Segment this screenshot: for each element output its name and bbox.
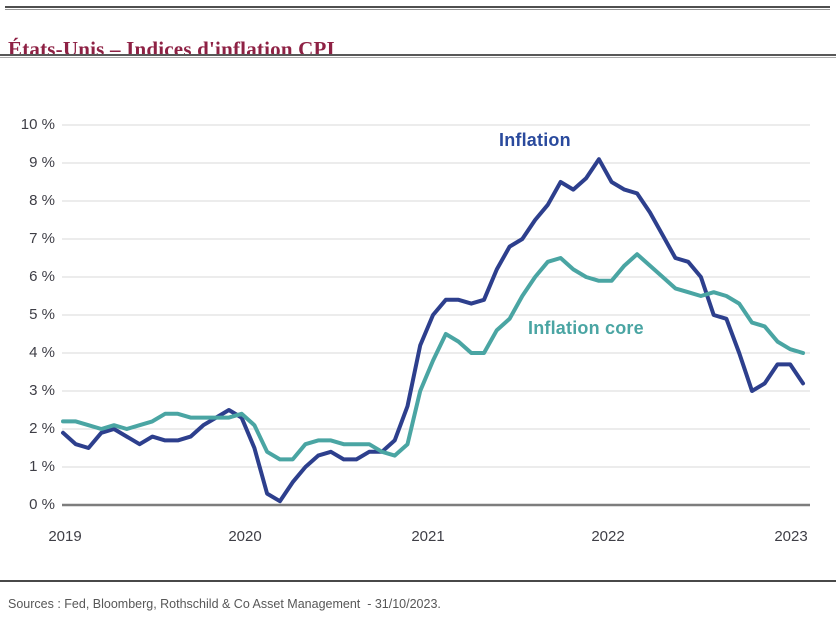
x-tick-label: 2022 [591, 528, 625, 545]
x-tick-label: 2023 [774, 528, 808, 545]
y-tick-label: 4 % [29, 344, 55, 361]
y-tick-label: 6 % [29, 268, 55, 285]
x-tick-label: 2021 [411, 528, 445, 545]
series-label-inflation: Inflation [499, 130, 571, 150]
y-tick-label: 9 % [29, 154, 55, 171]
gridlines [62, 124, 810, 507]
y-tick-label: 8 % [29, 192, 55, 209]
y-tick-label: 7 % [29, 230, 55, 247]
y-tick-label: 0 % [29, 496, 55, 513]
title-divider [0, 54, 836, 58]
inflation-core-line [61, 252, 805, 462]
series-label-inflation-core: Inflation core [528, 318, 644, 338]
y-tick-label: 10 % [20, 116, 55, 133]
top-divider [5, 6, 830, 10]
y-tick-label: 5 % [29, 306, 55, 323]
y-tick-label: 1 % [29, 458, 55, 475]
y-tick-label: 2 % [29, 420, 55, 437]
x-tick-label: 2020 [228, 528, 262, 545]
inflation-line [61, 157, 805, 504]
x-tick-label: 2019 [48, 528, 82, 545]
footer-divider [0, 580, 836, 582]
sources-text: Sources : Fed, Bloomberg, Rothschild & C… [8, 597, 441, 611]
y-tick-label: 3 % [29, 382, 55, 399]
